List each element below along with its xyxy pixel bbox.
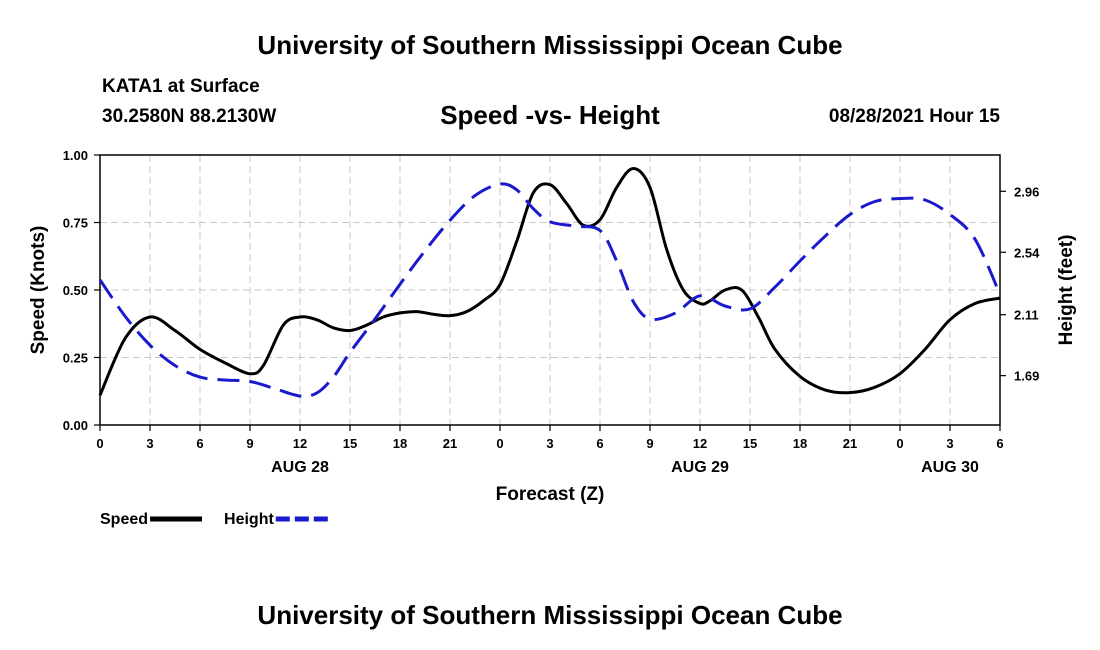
y-axis-label: Speed (Knots) bbox=[28, 226, 49, 355]
y2-tick-label: 2.11 bbox=[1014, 308, 1039, 323]
x-tick-label: 3 bbox=[946, 436, 953, 451]
x-tick-label: 18 bbox=[393, 436, 407, 451]
x-tick-label: 15 bbox=[743, 436, 757, 451]
x-tick-label: 6 bbox=[996, 436, 1003, 451]
series-lines bbox=[98, 167, 1002, 398]
x-tick-label: 0 bbox=[496, 436, 503, 451]
legend: Speed Height bbox=[100, 511, 328, 528]
x-axis-label: Forecast (Z) bbox=[496, 484, 605, 505]
series-line-height bbox=[98, 182, 1002, 398]
x-tick-label: 6 bbox=[196, 436, 203, 451]
y-tick-label: 0.25 bbox=[63, 351, 88, 366]
y2-tick-label: 2.54 bbox=[1014, 245, 1040, 260]
x-tick-label: 12 bbox=[293, 436, 307, 451]
date-label: AUG 29 bbox=[671, 459, 729, 476]
date-label: AUG 30 bbox=[921, 459, 979, 476]
x-tick-label: 21 bbox=[843, 436, 857, 451]
x-tick-label: 21 bbox=[443, 436, 457, 451]
station-label: KATA1 at Surface bbox=[102, 76, 260, 97]
x-tick-label: 3 bbox=[546, 436, 553, 451]
y-tick-label: 0.50 bbox=[63, 283, 88, 298]
chart-subtitle: Speed -vs- Height bbox=[440, 100, 660, 130]
forecast-datetime: 08/28/2021 Hour 15 bbox=[828, 106, 1000, 127]
series-line-speed bbox=[98, 167, 1001, 396]
y-tick-label: 0.00 bbox=[63, 418, 88, 433]
y2-tick-label: 2.96 bbox=[1014, 184, 1039, 199]
grid-lines bbox=[100, 155, 1000, 425]
x-tick-label: 15 bbox=[343, 436, 357, 451]
x-tick-label: 9 bbox=[646, 436, 653, 451]
y2-axis-label: Height (feet) bbox=[1056, 235, 1077, 346]
axis-ticks: 0 3 6 9 12 15 18 21 0 3 6 9 12 15 18 21 0 3 6 0.00 0.25 0.50 0… bbox=[63, 148, 1040, 476]
page-title-top: University of Southern Mississippi Ocean… bbox=[257, 30, 843, 60]
x-tick-label: 12 bbox=[693, 436, 707, 451]
x-tick-label: 9 bbox=[246, 436, 253, 451]
station-coordinates: 30.2580N 88.2130W bbox=[102, 106, 277, 127]
x-tick-label: 0 bbox=[896, 436, 903, 451]
y2-tick-label: 1.69 bbox=[1014, 369, 1039, 384]
x-tick-label: 18 bbox=[793, 436, 807, 451]
y-tick-label: 0.75 bbox=[63, 216, 88, 231]
legend-label-speed: Speed bbox=[100, 511, 148, 528]
page-title-bottom: University of Southern Mississippi Ocean… bbox=[257, 600, 843, 630]
y-tick-label: 1.00 bbox=[63, 148, 88, 163]
x-tick-label: 3 bbox=[146, 436, 153, 451]
date-label: AUG 28 bbox=[271, 459, 329, 476]
x-tick-label: 6 bbox=[596, 436, 603, 451]
x-tick-label: 0 bbox=[96, 436, 103, 451]
legend-label-height: Height bbox=[224, 511, 274, 528]
